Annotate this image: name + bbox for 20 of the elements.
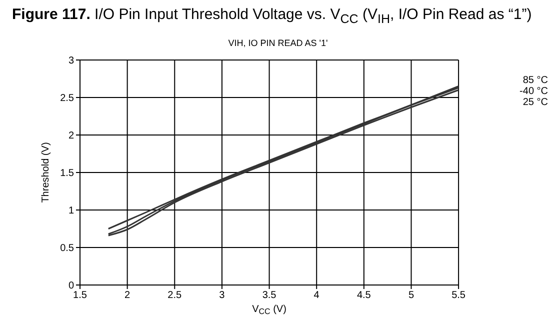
y-tick-label: 3 bbox=[68, 56, 74, 67]
x-tick-label: 5.5 bbox=[452, 290, 466, 302]
chart-title: Figure 117. I/O Pin Input Threshold Voltage vs. V$_{CC}$ (V$_{IH}$, I/O Pin Read as “1”) bbox=[12, 6, 532, 26]
y-tick-label: 0.5 bbox=[60, 243, 74, 254]
y-tick-label: 0 bbox=[68, 280, 74, 292]
x-tick-label: 2.5 bbox=[168, 290, 182, 302]
x-tick-label: 5 bbox=[408, 290, 414, 302]
x-axis-title: V$_{CC}$ (V) bbox=[252, 304, 286, 316]
y-tick-label: 2.5 bbox=[60, 93, 74, 104]
x-tick-label: 4.5 bbox=[356, 290, 372, 302]
chart-subtitle: VIH, IO PIN READ AS '1' bbox=[227, 38, 329, 48]
x-tick-label: 2 bbox=[124, 290, 131, 302]
x-tick-label: 3 bbox=[219, 290, 226, 302]
x-tick-label: 3.5 bbox=[262, 290, 277, 302]
x-tick-label: 4 bbox=[314, 290, 320, 302]
y-tick-label: 2 bbox=[68, 130, 74, 142]
y-axis-title: Threshold (V) bbox=[40, 142, 52, 203]
legend: 85 °C -40 °C 25 °C bbox=[520, 75, 548, 108]
y-tick-label: 1 bbox=[68, 206, 74, 217]
y-tick-label: 1.5 bbox=[60, 168, 74, 180]
